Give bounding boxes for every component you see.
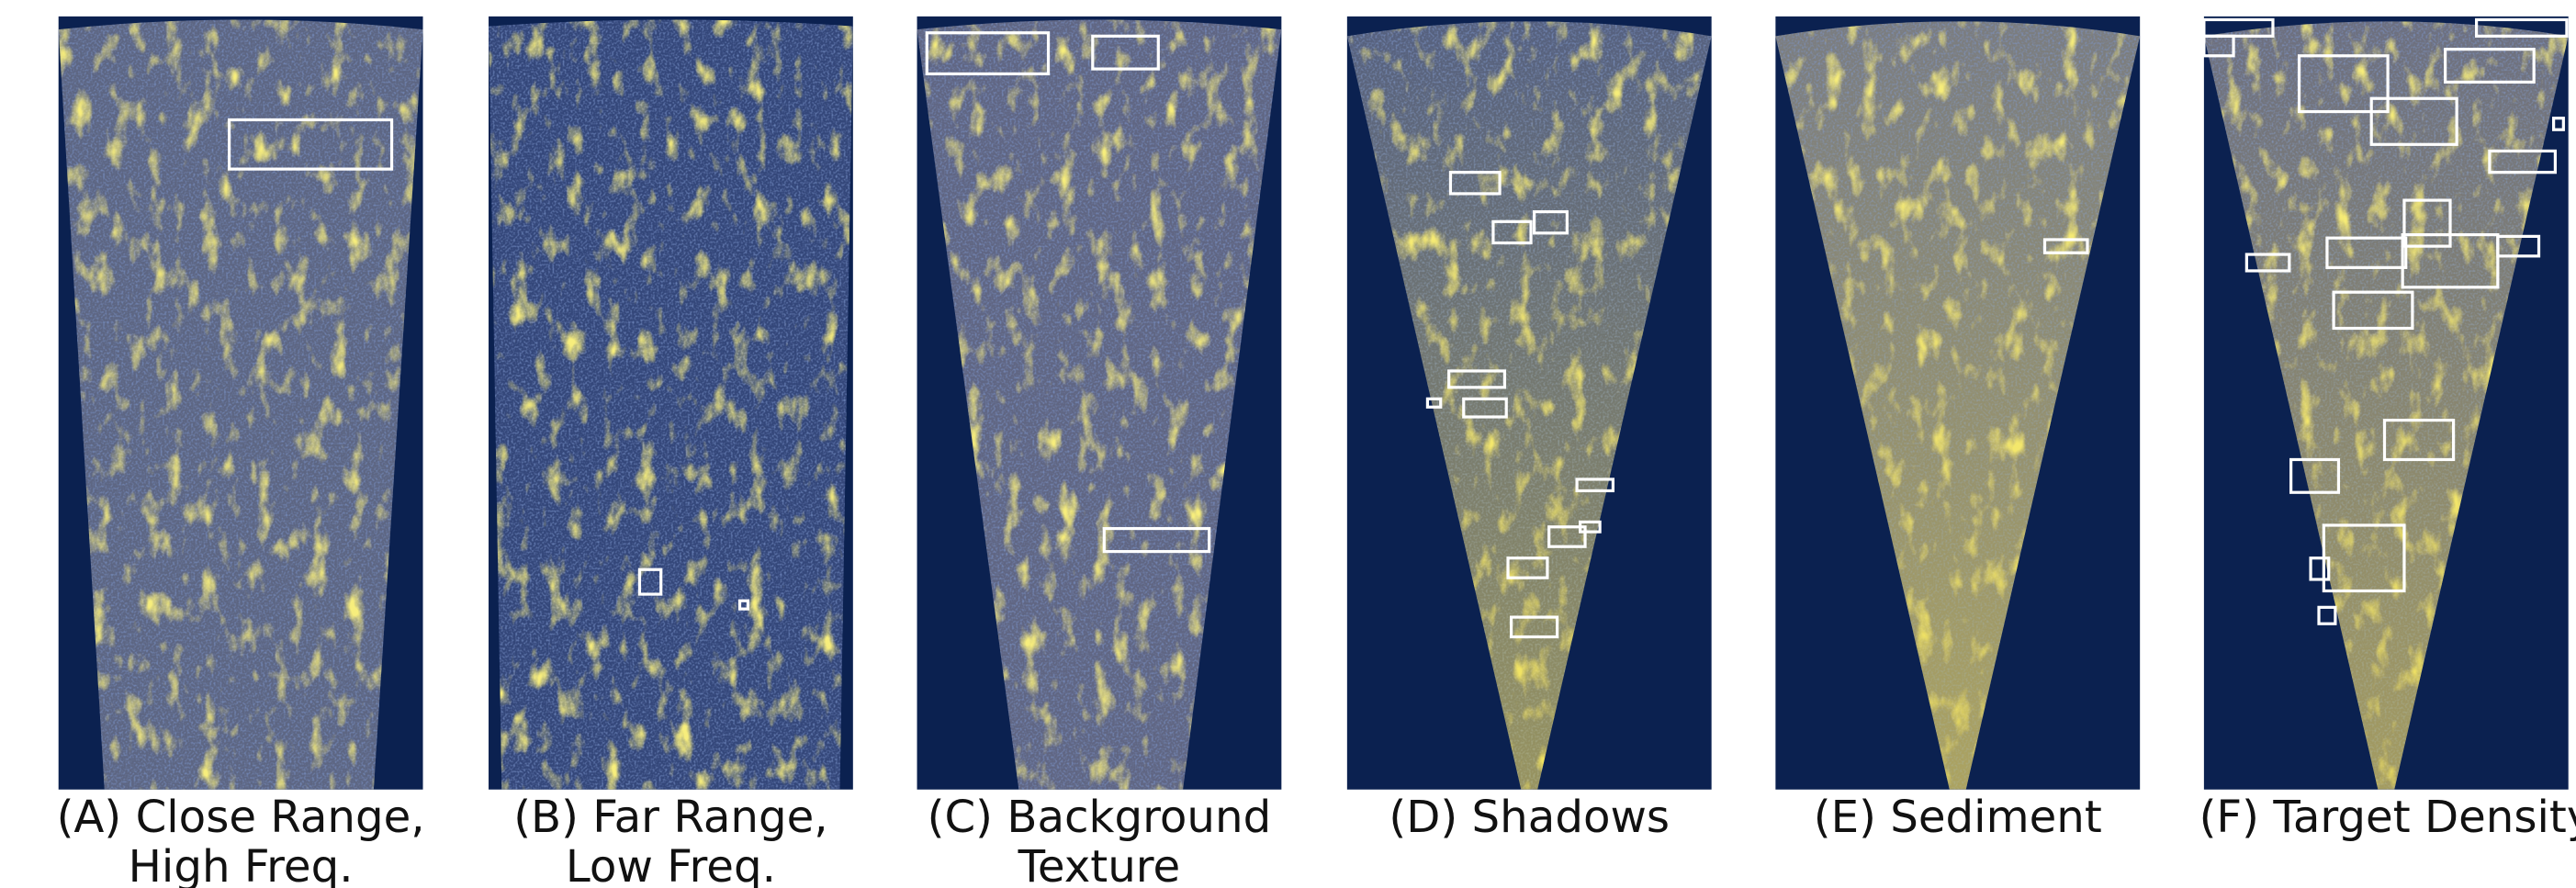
panel-caption: Low Freq.	[566, 841, 776, 888]
panel: (F) Target Density	[2199, 17, 2576, 843]
fan-texture	[59, 17, 423, 790]
panel-caption: (A) Close Range,	[57, 792, 425, 843]
panel-caption: High Freq.	[129, 841, 354, 888]
panel-caption: (C) Background	[928, 792, 1272, 843]
panel: (E) Sediment	[1775, 17, 2140, 843]
sonar-fan	[489, 17, 853, 790]
panel-caption: (D) Shadows	[1389, 792, 1670, 843]
figure: (A) Close Range,High Freq.(B) Far Range,…	[0, 0, 2576, 888]
panel-caption: Texture	[1018, 841, 1181, 888]
sonar-fan	[59, 17, 423, 790]
panel-caption: (E) Sediment	[1814, 792, 2102, 843]
fan-texture	[489, 17, 853, 790]
panel: (D) Shadows	[1347, 17, 1712, 843]
panel: (B) Far Range,Low Freq.	[489, 17, 853, 888]
panel-caption: (F) Target Density	[2199, 792, 2576, 843]
panel: (A) Close Range,High Freq.	[57, 17, 425, 888]
panel-caption: (B) Far Range,	[513, 792, 827, 843]
